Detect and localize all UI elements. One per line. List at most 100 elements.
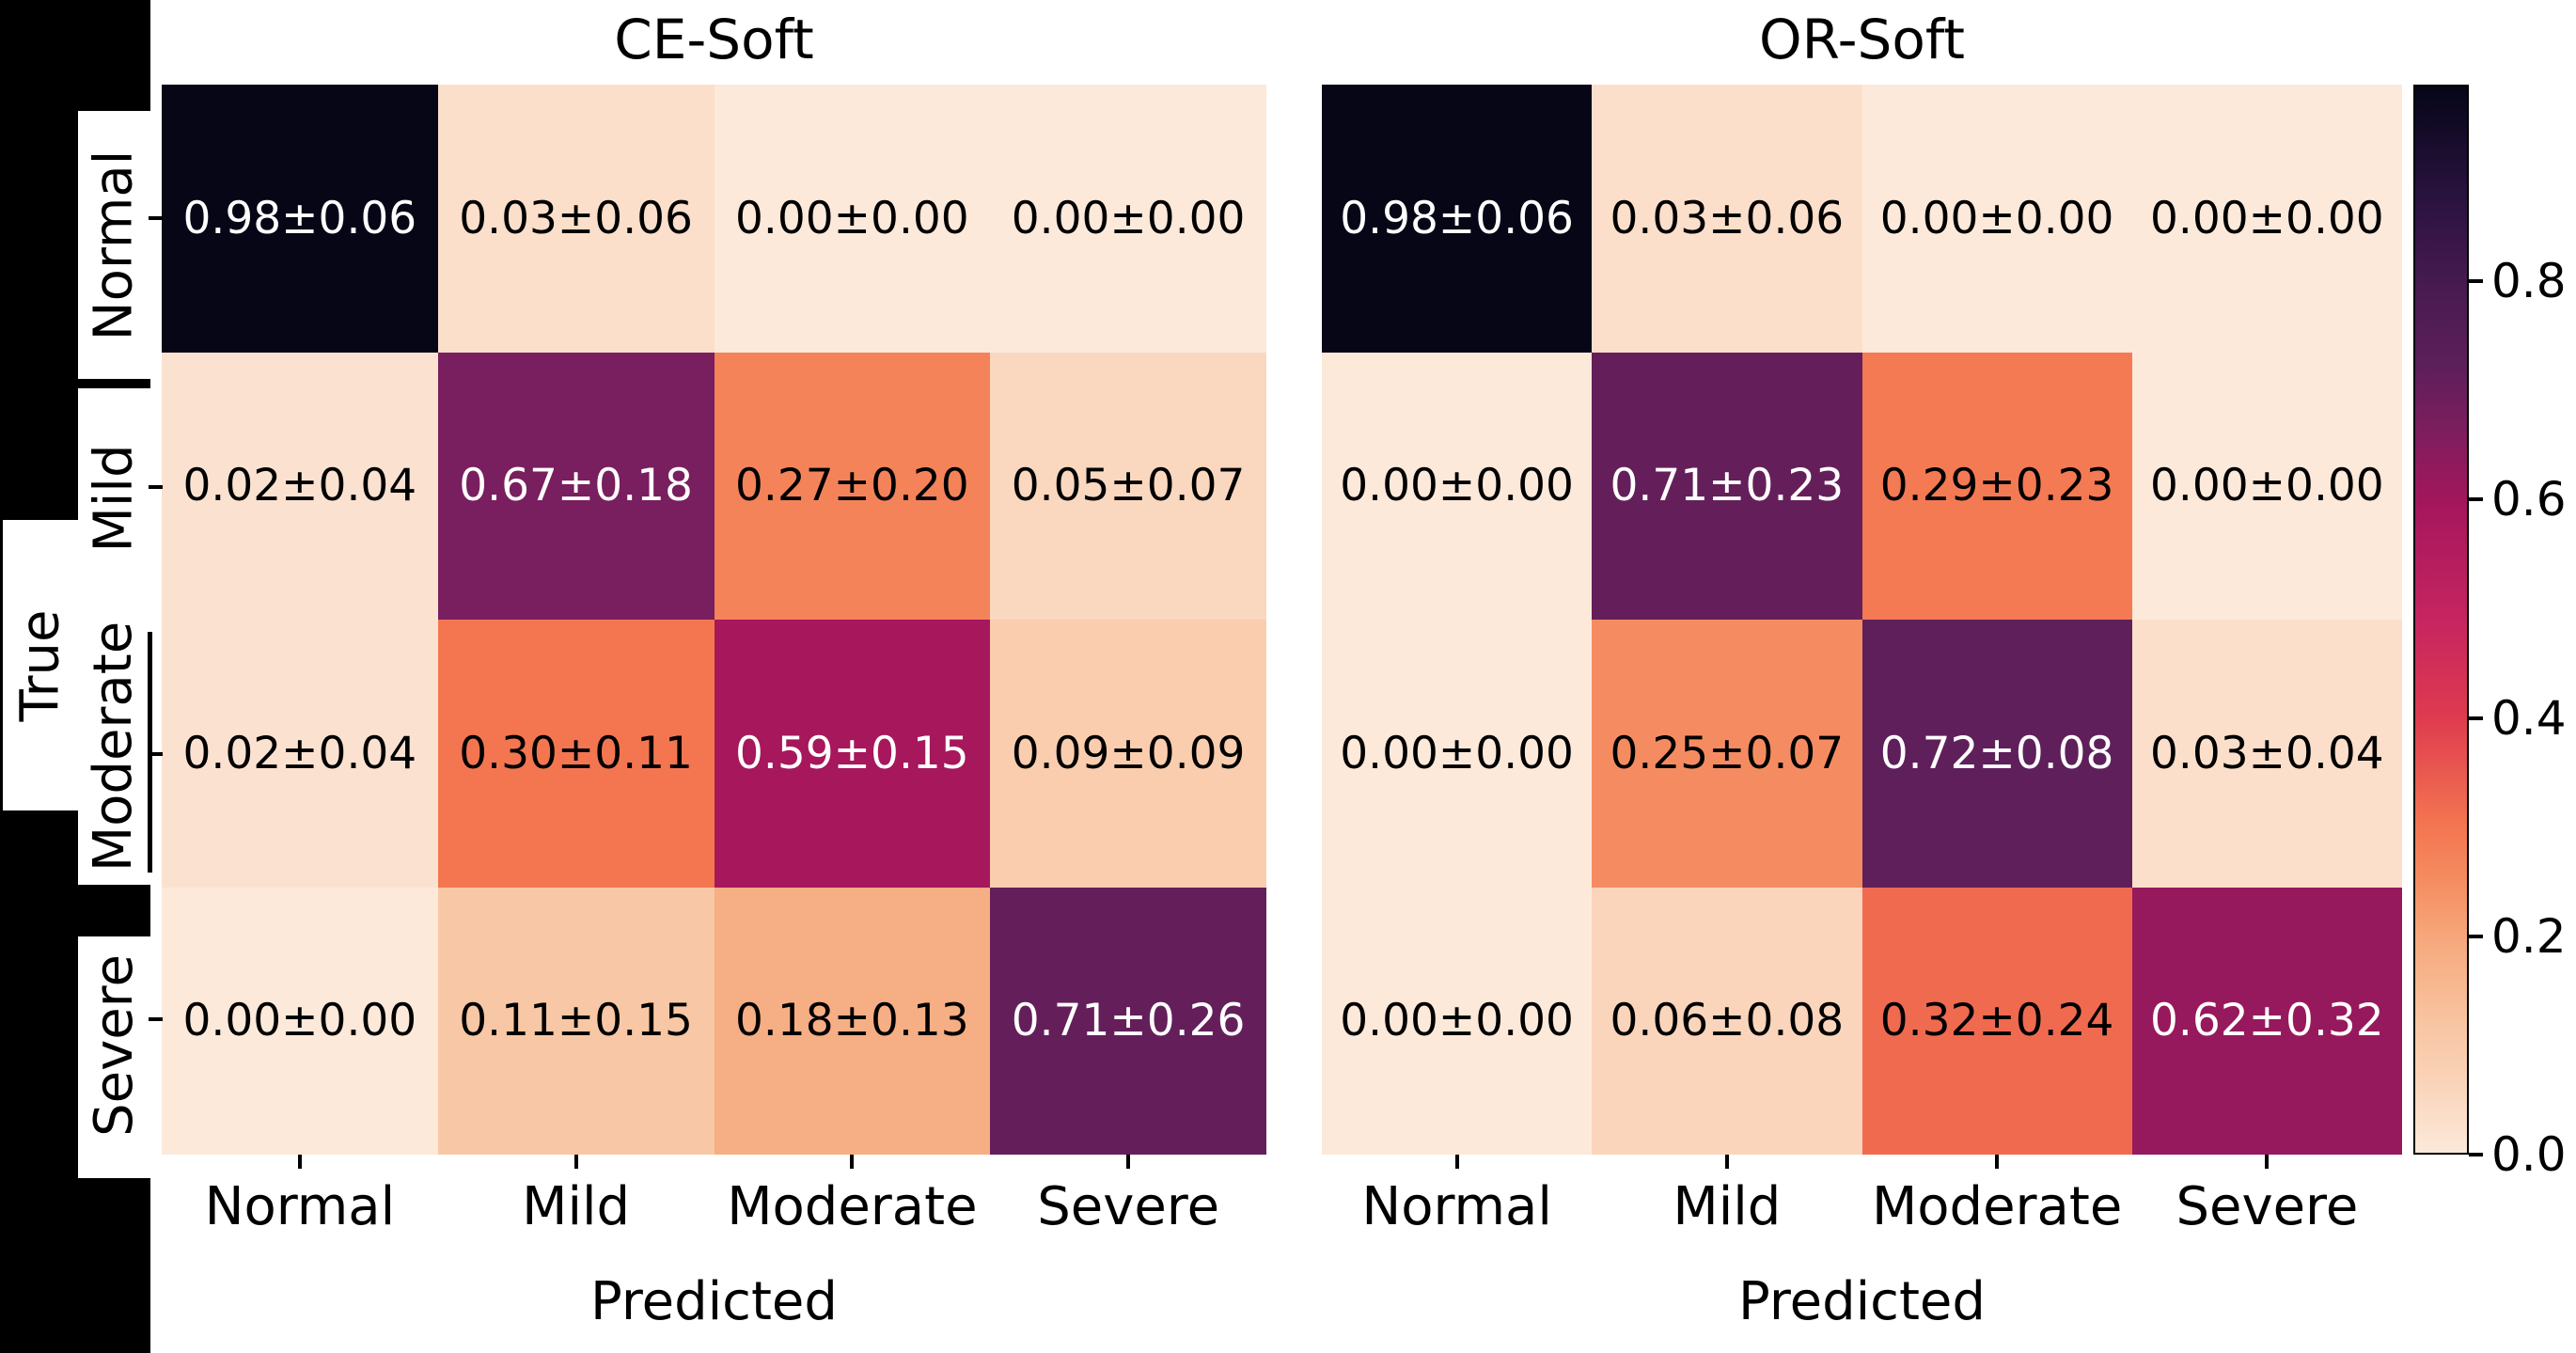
heatmap-cell-value: 0.03±0.06 [1610,192,1845,244]
y-tick-mark [149,752,163,756]
heatmap-cell-value: 0.71±0.23 [1610,460,1845,512]
x-tick-mark [2265,1155,2270,1169]
y-tick-label-box-mild: Mild [78,388,150,607]
panel-title-or-soft: OR-Soft [1759,8,1965,71]
heatmap-cell: 0.29±0.23 [1861,352,2132,620]
heatmap-cell: 0.62±0.32 [2131,887,2402,1155]
heatmap-cell: 0.98±0.06 [162,85,438,353]
heatmap-cell: 0.72±0.08 [1861,620,2132,888]
heatmap-cell-value: 0.29±0.23 [1879,460,2114,512]
x-tick-mark [1995,1155,2000,1169]
x-tick-label: Mild [1673,1176,1782,1237]
heatmap-cell: 0.00±0.00 [1322,620,1593,888]
x-axis-ticks [162,1155,1266,1170]
heatmap-cell: 0.00±0.00 [2131,85,2402,353]
heatmap-cell: 0.00±0.00 [1322,352,1593,620]
heatmap-cell-value: 0.00±0.00 [1340,460,1574,512]
colorbar-tick-label: 0.2 [2491,908,2567,964]
x-tick-label: Severe [1037,1176,1220,1237]
heatmap-cell: 0.32±0.24 [1861,887,2132,1155]
heatmap-cell: 0.02±0.04 [162,352,438,620]
heatmap-cell: 0.03±0.06 [1592,85,1862,353]
heatmap-cell-value: 0.00±0.00 [1879,192,2114,244]
colorbar-tick-label: 0.8 [2491,254,2567,309]
heatmap-cell: 0.00±0.00 [2131,352,2402,620]
x-axis-title: Predicted [590,1271,838,1332]
heatmap-ce-soft: 0.98±0.06 0.03±0.06 0.00±0.00 0.00±0.00 0.02… [162,85,1266,1155]
panel-title-ce-soft: CE-Soft [614,8,814,71]
heatmap-cell: 0.06±0.08 [1592,887,1862,1155]
heatmap-cell: 0.67±0.18 [437,352,715,620]
x-tick-label: Mild [522,1176,631,1237]
heatmap-cell-value: 0.59±0.15 [735,727,969,779]
heatmap-cell: 0.05±0.07 [990,352,1266,620]
heatmap-cell-value: 0.00±0.00 [1340,727,1574,779]
heatmap-or-soft: 0.98±0.06 0.03±0.06 0.00±0.00 0.00±0.00 0.00… [1322,85,2402,1155]
heatmap-cell-value: 0.00±0.00 [735,192,969,244]
colorbar-tick-label: 0.4 [2491,690,2567,746]
y-tick-label: Moderate [83,621,145,872]
heatmap-cell-value: 0.27±0.20 [735,460,969,512]
heatmap-cell: 0.02±0.04 [162,620,438,888]
heatmap-cell: 0.03±0.04 [2131,620,2402,888]
x-tick-labels: Normal Mild Moderate Severe [1322,1173,2402,1241]
x-tick-mark [1724,1155,1729,1169]
heatmap-cell: 0.00±0.00 [714,85,991,353]
heatmap-cell-value: 0.11±0.15 [459,995,693,1047]
y-tick-label: Mild [83,444,145,552]
x-tick-label: Severe [2175,1176,2359,1237]
heatmap-cell-value: 0.05±0.07 [1011,460,1246,512]
heatmap-cell: 0.03±0.06 [437,85,715,353]
heatmap-cell: 0.00±0.00 [990,85,1266,353]
colorbar-tick-label: 0.6 [2491,472,2567,527]
colorbar-tick-mark [2469,279,2483,284]
heatmap-cell-value: 0.06±0.08 [1610,995,1845,1047]
heatmap-cell-value: 0.67±0.18 [459,460,693,512]
heatmap-cell: 0.00±0.00 [1861,85,2132,353]
heatmap-cell-value: 0.03±0.04 [2150,727,2384,779]
heatmap-cell-value: 0.09±0.09 [1011,727,1246,779]
colorbar-tick-mark [2469,934,2483,938]
heatmap-cell: 0.09±0.09 [990,620,1266,888]
y-tick-mark [149,1017,163,1021]
x-tick-label: Normal [1361,1176,1552,1237]
y-axis-title-box: True [3,520,78,810]
heatmap-cell: 0.30±0.11 [437,620,715,888]
x-axis-title: Predicted [1738,1271,1986,1332]
heatmap-cell-value: 0.72±0.08 [1879,727,2114,779]
heatmap-cell: 0.27±0.20 [714,352,991,620]
heatmap-cell-value: 0.00±0.00 [182,995,417,1047]
heatmap-cell: 0.18±0.13 [714,887,991,1155]
heatmap-cell-value: 0.00±0.00 [2150,192,2384,244]
y-tick-label-box-normal: Normal [78,111,150,379]
heatmap-cell: 0.00±0.00 [162,887,438,1155]
y-tick-label: Severe [83,953,145,1137]
heatmap-cell-value: 0.62±0.32 [2150,995,2384,1047]
heatmap-cell: 0.71±0.26 [990,887,1266,1155]
heatmap-cell-value: 0.00±0.00 [1340,995,1574,1047]
x-axis-ticks [1322,1155,2402,1170]
heatmap-cell-value: 0.02±0.04 [182,460,417,512]
heatmap-cell-value: 0.30±0.11 [459,727,693,779]
colorbar-gradient [2413,85,2469,1155]
heatmap-cell-value: 0.18±0.13 [735,995,969,1047]
heatmap-cell-value: 0.98±0.06 [1340,192,1574,244]
x-tick-mark [1126,1155,1131,1169]
y-tick-label-box-severe: Severe [78,936,150,1154]
heatmap-cell-value: 0.71±0.26 [1011,995,1246,1047]
x-tick-mark [1454,1155,1459,1169]
colorbar-tick-mark [2469,497,2483,502]
heatmap-cell-value: 0.03±0.06 [459,192,693,244]
heatmap-cell-value: 0.32±0.24 [1879,995,2114,1047]
heatmap-cell-value: 0.02±0.04 [182,727,417,779]
heatmap-cell-value: 0.98±0.06 [182,192,417,244]
y-tick-mark [149,485,163,489]
heatmap-cell-value: 0.00±0.00 [1011,192,1246,244]
colorbar-tick-mark [2469,716,2483,720]
x-tick-labels: Normal Mild Moderate Severe [162,1173,1266,1241]
y-tick-label-box-moderate: Moderate [78,607,150,885]
colorbar-tick-mark [2469,1153,2483,1156]
x-tick-mark [850,1155,855,1169]
heatmap-cell: 0.98±0.06 [1322,85,1593,353]
